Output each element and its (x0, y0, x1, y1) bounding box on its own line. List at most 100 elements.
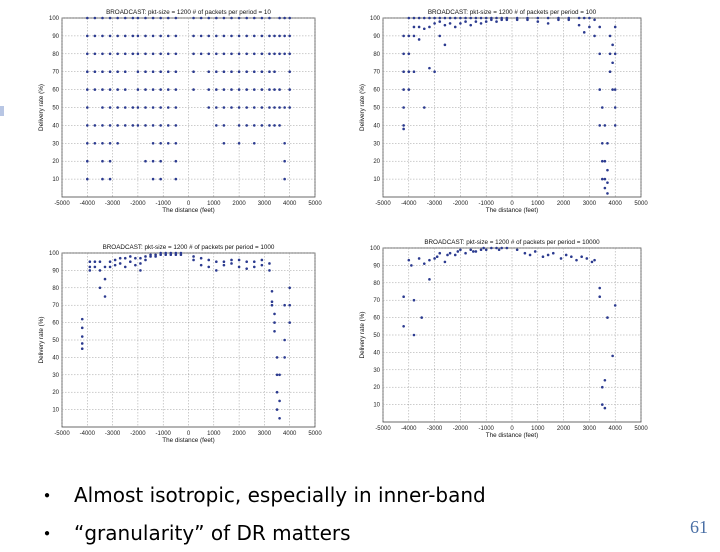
data-point (222, 124, 226, 127)
data-point (159, 70, 162, 73)
x-tick-label: -3000 (105, 431, 121, 437)
data-point (479, 248, 483, 252)
data-point (598, 295, 602, 299)
data-point (402, 295, 405, 299)
data-point (283, 52, 286, 56)
scatter-panel-3: -5000 -4000 -3000 -2000 -1000 0 1000 2000 3000 40… (38, 244, 322, 444)
y-tick-label: 30 (52, 141, 59, 147)
data-point (422, 16, 426, 20)
y-tick-label: 70 (52, 303, 59, 309)
data-point (134, 263, 137, 267)
y-tick-label: 50 (373, 333, 380, 339)
data-point (144, 159, 147, 163)
data-point (151, 177, 155, 181)
data-point (407, 52, 411, 56)
x-tick-label: 5000 (308, 431, 322, 437)
x-tick-label: -4000 (80, 431, 96, 437)
data-point (108, 70, 112, 73)
data-point (443, 16, 447, 20)
data-point (192, 88, 195, 91)
data-point (93, 16, 97, 20)
data-point (570, 255, 573, 258)
data-point (108, 260, 112, 264)
data-point (80, 317, 84, 321)
data-point (270, 303, 274, 307)
y-axis-label: Delivery rate (%) (38, 84, 45, 131)
y-tick-label: 40 (373, 350, 380, 356)
data-point (245, 34, 248, 38)
data-point (108, 177, 112, 181)
data-point (270, 300, 274, 304)
y-tick-label: 70 (52, 70, 59, 76)
data-point (252, 34, 256, 38)
data-point (608, 34, 612, 38)
data-point (199, 34, 203, 38)
data-point (108, 124, 112, 127)
data-point (144, 255, 147, 258)
data-point (116, 142, 119, 145)
data-point (237, 258, 241, 262)
data-point (433, 70, 436, 73)
scatter-panel-2: -5000 -4000 -3000 -2000 -1000 0 1000 2000 3000 40… (359, 9, 648, 214)
data-point (601, 403, 604, 406)
data-point (490, 246, 493, 250)
data-point (433, 257, 436, 260)
y-tick-label: 50 (52, 106, 59, 112)
data-point (222, 142, 226, 145)
data-point (245, 70, 248, 73)
data-point (497, 248, 501, 252)
x-tick-label: 1000 (207, 431, 221, 437)
data-point (116, 34, 119, 38)
data-point (593, 18, 596, 22)
data-point (245, 88, 248, 91)
data-point (601, 385, 604, 389)
data-point (402, 70, 405, 73)
data-point (174, 88, 178, 91)
data-point (402, 88, 405, 91)
data-point (159, 34, 162, 38)
data-point (564, 253, 568, 257)
data-point (151, 142, 155, 145)
data-point (136, 52, 140, 56)
data-point (174, 177, 178, 181)
data-point (237, 70, 241, 73)
data-point (86, 34, 89, 38)
data-point (207, 16, 211, 20)
data-point (438, 20, 442, 23)
data-point (283, 142, 286, 145)
data-point (288, 88, 292, 91)
data-point (422, 27, 426, 31)
data-point (139, 256, 142, 260)
data-point (136, 106, 140, 109)
data-point (268, 269, 271, 272)
data-point (283, 16, 286, 20)
left-accent-mark (0, 106, 4, 116)
y-tick-label: 90 (373, 34, 380, 40)
data-point (222, 52, 226, 56)
data-point (603, 378, 607, 382)
data-point (536, 20, 540, 23)
data-point (613, 52, 617, 56)
data-point (611, 354, 614, 358)
data-point (402, 52, 405, 56)
data-point (252, 70, 256, 73)
data-point (402, 325, 405, 328)
data-point (86, 142, 89, 145)
data-point (215, 34, 218, 38)
data-point (407, 258, 411, 262)
data-point (407, 88, 411, 91)
y-tick-label: 100 (370, 246, 381, 252)
data-point (402, 127, 405, 131)
x-tick-label: 4000 (609, 201, 623, 207)
data-point (123, 256, 127, 260)
data-point (98, 260, 102, 264)
y-tick-label: 100 (49, 16, 60, 22)
data-point (278, 417, 281, 420)
data-point (159, 159, 162, 163)
x-tick-label: 3000 (258, 201, 272, 207)
data-point (86, 52, 89, 56)
data-point (278, 16, 281, 20)
data-point (245, 267, 248, 270)
data-point (159, 106, 162, 109)
bullet-item: ● Almost isotropic, especially in inner-… (44, 476, 624, 514)
